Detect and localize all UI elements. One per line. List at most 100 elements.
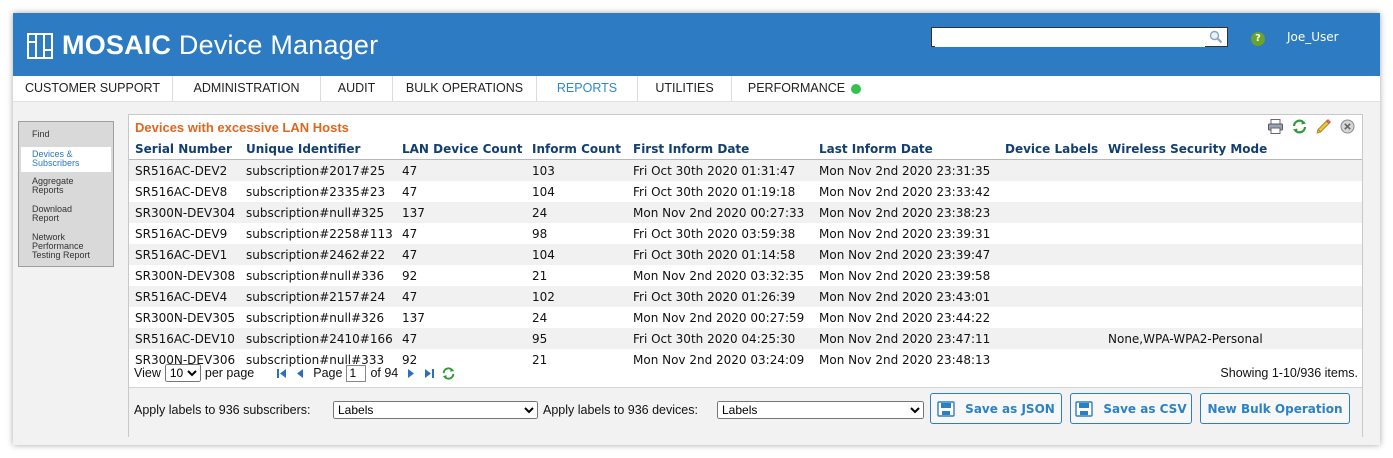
- column-header-wireless-security-mode[interactable]: Wireless Security Mode: [1102, 138, 1362, 160]
- table-row[interactable]: SR516AC-DEV10 subscription#2410#166 47 95 Fr…: [129, 328, 1362, 349]
- cell-last-inform-date: Mon Nov 2nd 2020 23:47:11: [813, 328, 999, 349]
- cell-first-inform-date: Fri Oct 30th 2020 01:26:39: [627, 286, 813, 307]
- report-table: Serial Number Unique Identifier LAN Devi…: [129, 138, 1362, 370]
- cell-unique-identifier: subscription#2017#25: [240, 159, 396, 181]
- cell-first-inform-date: Fri Oct 30th 2020 01:19:18: [633, 184, 796, 199]
- cell-wireless-security-mode: [1102, 307, 1362, 328]
- last-page-icon[interactable]: [424, 368, 435, 379]
- cell-serial-number: SR300N-DEV306: [135, 352, 236, 367]
- table-row[interactable]: SR300N-DEV308 subscription#null#336 92 21 Mo…: [129, 265, 1362, 286]
- cell-device-labels: [999, 349, 1102, 370]
- first-page-icon[interactable]: [276, 368, 287, 379]
- per-page-label: per page: [204, 366, 255, 380]
- table-row[interactable]: SR300N-DEV306 subscription#null#333 92 21 Mo…: [129, 349, 1362, 370]
- cell-lan-device-count: 47: [396, 328, 526, 349]
- refresh-icon[interactable]: [1291, 118, 1308, 135]
- cell-inform-count: 95: [526, 328, 627, 349]
- cell-inform-count: 98: [532, 226, 548, 241]
- new-bulk-operation-button[interactable]: New Bulk Operation: [1200, 393, 1350, 424]
- cell-unique-identifier: subscription#null#325: [240, 202, 396, 223]
- cell-unique-identifier: subscription#2335#23: [246, 184, 386, 199]
- cell-lan-device-count: 137: [396, 202, 526, 223]
- cell-inform-count: 21: [532, 352, 548, 367]
- column-header-last-inform-date[interactable]: Last Inform Date: [813, 138, 999, 160]
- cell-serial-number: SR516AC-DEV10: [129, 328, 240, 349]
- search-box: [931, 27, 1228, 47]
- column-header-lan-device-count[interactable]: LAN Device Count: [396, 138, 526, 160]
- cell-last-inform-date: Mon Nov 2nd 2020 23:39:47: [813, 244, 999, 265]
- table-row[interactable]: SR516AC-DEV1 subscription#2462#22 47 104 Fri…: [129, 244, 1362, 265]
- previous-page-icon[interactable]: [295, 368, 306, 379]
- reload-page-icon[interactable]: [441, 366, 456, 381]
- close-icon[interactable]: [1339, 118, 1356, 135]
- nav-customer-support[interactable]: CUSTOMER SUPPORT: [13, 76, 173, 101]
- column-header-serial-number[interactable]: Serial Number: [129, 138, 240, 160]
- cell-first-inform-date: Fri Oct 30th 2020 01:14:58: [627, 244, 813, 265]
- app-header: MOSAIC Device Manager ? Joe_User: [13, 13, 1380, 76]
- search-input[interactable]: [935, 31, 1205, 47]
- report-title: Devices with excessive LAN Hosts: [135, 120, 349, 135]
- cell-inform-count: 103: [526, 159, 627, 181]
- cell-serial-number: SR516AC-DEV2: [129, 159, 240, 181]
- cell-inform-count: 24: [526, 202, 627, 223]
- app-logo[interactable]: MOSAIC Device Manager: [27, 30, 378, 61]
- save-icon: [937, 400, 955, 417]
- sidebar-item-find[interactable]: Find: [32, 129, 50, 139]
- table-row[interactable]: SR516AC-DEV9 subscription#2258#113 47 98 Fri…: [129, 223, 1362, 244]
- cell-inform-count: 21: [532, 268, 548, 283]
- devices-labels-label: Apply labels to 936 devices:: [543, 403, 698, 417]
- cell-last-inform-date: Mon Nov 2nd 2020 23:38:23: [813, 202, 999, 223]
- column-header-device-labels[interactable]: Device Labels: [999, 138, 1102, 160]
- cell-unique-identifier: subscription#null#336: [246, 268, 385, 283]
- app-window: MOSAIC Device Manager ? Joe_User CUSTOME…: [13, 13, 1380, 445]
- edit-icon[interactable]: [1315, 118, 1332, 135]
- app-title: MOSAIC Device Manager: [62, 30, 379, 60]
- cell-lan-device-count: 47: [402, 184, 418, 199]
- next-page-icon[interactable]: [405, 368, 416, 379]
- table-row[interactable]: SR300N-DEV304 subscription#null#325 137 24 M…: [129, 202, 1362, 223]
- sidebar-item-download-report[interactable]: Download Report: [32, 204, 73, 223]
- cell-first-inform-date: Mon Nov 2nd 2020 03:24:09: [633, 352, 805, 367]
- user-menu[interactable]: Joe_User: [1287, 30, 1339, 44]
- cell-first-inform-date: Fri Oct 30th 2020 03:59:38: [633, 226, 796, 241]
- save-json-button[interactable]: Save as JSON: [930, 393, 1062, 424]
- view-label: View: [134, 366, 161, 380]
- cell-serial-number: SR516AC-DEV9: [135, 226, 228, 241]
- cell-inform-count: 24: [532, 310, 548, 325]
- nav-utilities[interactable]: UTILITIES: [638, 76, 732, 101]
- print-icon[interactable]: [1267, 118, 1284, 135]
- sidebar-item-devices-subscribers[interactable]: Devices & Subscribers: [21, 147, 111, 172]
- table-row[interactable]: SR516AC-DEV4 subscription#2157#24 47 102 Fri…: [129, 286, 1362, 307]
- column-header-unique-identifier[interactable]: Unique Identifier: [240, 138, 396, 160]
- subscribers-labels-label: Apply labels to 936 subscribers:: [134, 403, 311, 417]
- nav-performance[interactable]: PERFORMANCE: [732, 76, 877, 101]
- table-row[interactable]: SR300N-DEV305 subscription#null#326 137 24 M…: [129, 307, 1362, 328]
- sidebar-item-network-performance-testing[interactable]: Network Performance Testing Report: [32, 232, 91, 260]
- per-page-select[interactable]: 10: [164, 364, 201, 382]
- cell-last-inform-date: Mon Nov 2nd 2020 23:44:22: [819, 310, 991, 325]
- devices-labels-select[interactable]: Labels: [717, 401, 924, 419]
- cell-inform-count: 102: [526, 286, 627, 307]
- column-header-first-inform-date[interactable]: First Inform Date: [627, 138, 813, 160]
- search-icon[interactable]: [1209, 30, 1223, 44]
- nav-administration[interactable]: ADMINISTRATION: [173, 76, 321, 101]
- page-number-input[interactable]: [346, 364, 367, 382]
- cell-lan-device-count: 92: [402, 352, 418, 367]
- save-csv-button[interactable]: Save as CSV: [1070, 393, 1192, 424]
- page-label: Page: [313, 366, 343, 380]
- cell-inform-count: 104: [526, 244, 627, 265]
- nav-audit[interactable]: AUDIT: [321, 76, 393, 101]
- nav-bulk-operations[interactable]: BULK OPERATIONS: [393, 76, 537, 101]
- table-row[interactable]: SR516AC-DEV2 subscription#2017#25 47 103 Fri…: [129, 159, 1362, 181]
- pagination: View 10 per page Page of 94: [134, 364, 456, 382]
- nav-reports[interactable]: REPORTS: [537, 76, 638, 101]
- column-header-inform-count[interactable]: Inform Count: [526, 138, 627, 160]
- help-icon[interactable]: ?: [1251, 32, 1265, 46]
- subscribers-labels-select[interactable]: Labels: [333, 401, 538, 419]
- table-row[interactable]: SR516AC-DEV8 subscription#2335#23 47 104 Fri…: [129, 181, 1362, 202]
- cell-last-inform-date: Mon Nov 2nd 2020 23:39:58: [819, 268, 991, 283]
- sidebar-item-aggregate-reports[interactable]: Aggregate Reports: [32, 176, 74, 195]
- page-count: of 94: [370, 366, 399, 380]
- cell-unique-identifier: subscription#null#326: [246, 310, 385, 325]
- cell-unique-identifier: subscription#2157#24: [240, 286, 396, 307]
